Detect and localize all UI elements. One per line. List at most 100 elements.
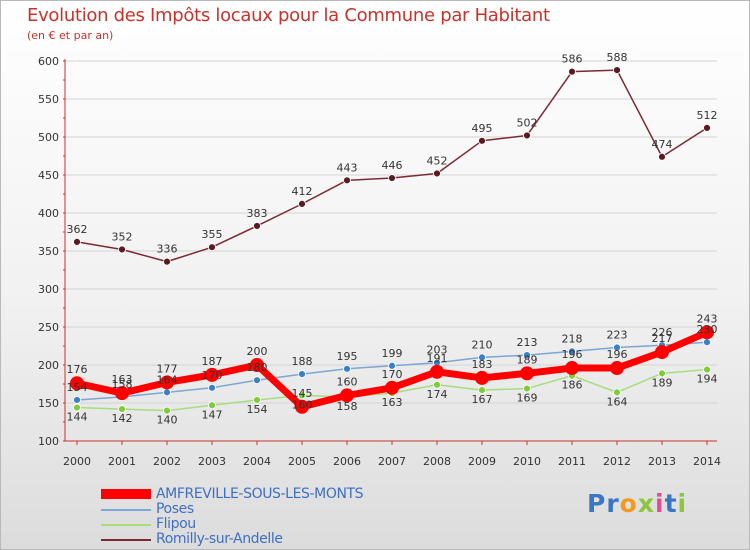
data-label: 160 — [337, 375, 358, 388]
legend-label: Romilly-sur-Andelle — [156, 531, 283, 547]
series-poses — [73, 338, 711, 404]
data-label: 170 — [202, 369, 223, 382]
data-point — [298, 370, 306, 379]
data-point — [385, 380, 399, 395]
data-point — [613, 388, 621, 397]
y-tick-label: 500 — [38, 131, 59, 144]
data-point — [610, 361, 624, 376]
data-point — [613, 343, 621, 352]
x-tick-label: 2009 — [468, 455, 496, 468]
data-label: 443 — [337, 161, 358, 174]
data-point — [478, 386, 486, 394]
data-label: 336 — [157, 243, 178, 256]
data-point — [433, 169, 441, 178]
x-tick-label: 2000 — [63, 455, 91, 468]
logo-letter: t — [664, 489, 678, 518]
data-point — [703, 338, 711, 347]
data-label: 218 — [562, 332, 583, 345]
data-label: 588 — [607, 51, 628, 64]
y-tick-label: 350 — [38, 245, 59, 258]
data-label: 223 — [607, 329, 628, 342]
logo-letter: i — [677, 489, 688, 518]
data-point — [73, 396, 81, 404]
logo-letter: i — [655, 489, 665, 518]
data-label: 163 — [112, 373, 133, 386]
data-point — [295, 399, 309, 414]
data-label: 230 — [697, 323, 718, 336]
data-label: 160 — [292, 398, 313, 411]
x-tick-label: 2013 — [648, 455, 676, 468]
legend-swatch — [101, 539, 151, 541]
y-tick-label: 300 — [38, 283, 59, 296]
data-label: 180 — [247, 361, 268, 374]
x-tick-label: 2011 — [558, 455, 586, 468]
data-point — [73, 403, 81, 412]
data-point — [163, 406, 171, 415]
legend-item: Romilly-sur-Andelle — [101, 531, 401, 547]
data-point — [253, 376, 261, 385]
data-label: 145 — [292, 387, 313, 400]
data-label: 495 — [472, 122, 493, 135]
data-label: 158 — [112, 378, 133, 391]
data-point — [160, 375, 174, 390]
series-lines — [70, 66, 714, 415]
legend-item: AMFREVILLE-SOUS-LES-MONTS — [101, 486, 401, 502]
data-label: 352 — [112, 230, 133, 243]
data-label: 154 — [247, 403, 268, 416]
data-label: 163 — [382, 396, 403, 409]
data-label: 187 — [202, 355, 223, 368]
data-label: 176 — [67, 363, 88, 376]
data-label: 144 — [67, 411, 88, 424]
data-label: 355 — [202, 228, 223, 241]
legend-swatch — [101, 489, 151, 499]
data-point — [118, 405, 126, 413]
data-point — [433, 380, 441, 389]
data-label: 140 — [157, 414, 178, 427]
data-point — [253, 396, 261, 404]
data-label: 177 — [157, 362, 178, 375]
proxiti-logo: Proxiti — [587, 489, 687, 518]
legend-swatch — [101, 524, 151, 526]
data-point — [478, 136, 486, 145]
data-point — [343, 364, 351, 373]
data-label: 199 — [382, 347, 403, 360]
data-label: 174 — [427, 388, 448, 401]
data-label: 170 — [382, 368, 403, 381]
data-label: 446 — [382, 159, 403, 172]
data-point — [118, 245, 126, 254]
data-point — [208, 243, 216, 252]
y-tick-label: 150 — [38, 397, 59, 410]
x-tick-label: 2003 — [198, 455, 226, 468]
data-point — [208, 383, 216, 392]
series-amfreville-sous-les-monts — [70, 325, 714, 414]
data-label: 412 — [292, 185, 313, 198]
data-label: 169 — [517, 392, 538, 405]
data-label: 167 — [472, 393, 493, 406]
legend-item: Poses — [101, 501, 401, 517]
data-point — [655, 345, 669, 360]
chart-title: Evolution des Impôts locaux pour la Comm… — [27, 5, 550, 26]
data-label: 586 — [562, 53, 583, 66]
data-point — [430, 364, 444, 379]
logo-letter: o — [619, 489, 638, 518]
x-tick-label: 2008 — [423, 455, 451, 468]
y-tick-label: 400 — [38, 207, 59, 220]
data-label: 147 — [202, 408, 223, 421]
data-label: 243 — [697, 312, 718, 325]
data-label: 164 — [607, 395, 628, 408]
data-label: 502 — [517, 116, 538, 129]
data-point — [163, 388, 171, 397]
data-label: 474 — [652, 138, 673, 151]
data-point — [340, 388, 354, 403]
data-label: 226 — [652, 326, 673, 339]
data-point — [70, 376, 84, 391]
series-romilly-sur-andelle — [73, 66, 711, 266]
y-tick-label: 250 — [38, 321, 59, 334]
data-point — [520, 366, 534, 381]
x-tick-label: 2001 — [108, 455, 136, 468]
data-point — [343, 176, 351, 185]
data-point — [475, 370, 489, 385]
x-tick-label: 2010 — [513, 455, 541, 468]
